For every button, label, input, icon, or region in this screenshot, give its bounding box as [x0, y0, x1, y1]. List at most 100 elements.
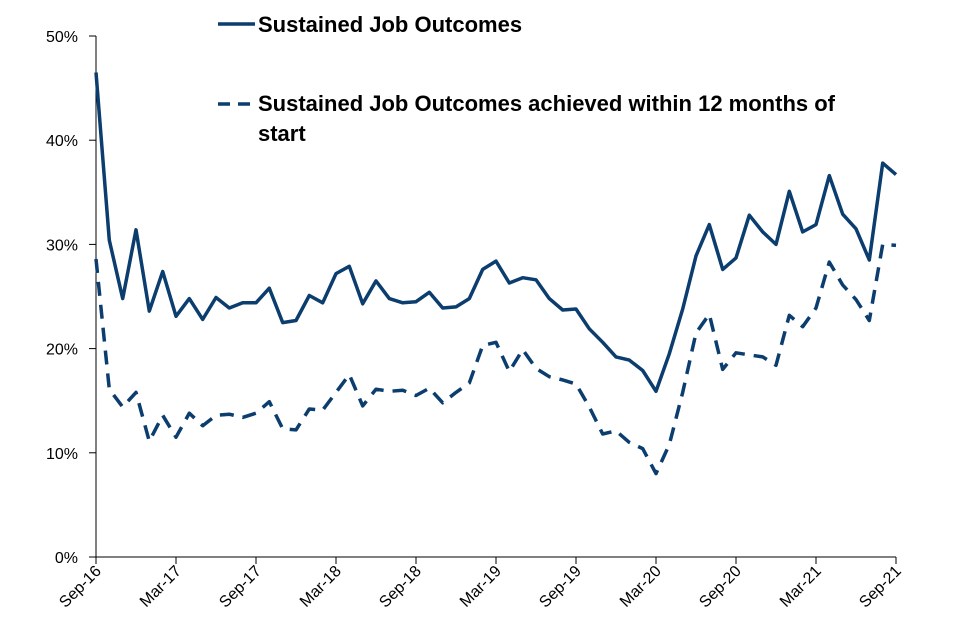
x-tick-label: Sep-21	[856, 563, 905, 612]
data-point	[348, 265, 351, 268]
data-point	[588, 406, 591, 409]
legend-label-line-1: Sustained Job Outcomes achieved within 1…	[258, 91, 836, 116]
data-point	[295, 319, 298, 322]
x-tick-label: Mar-19	[457, 563, 505, 611]
data-point	[748, 214, 751, 217]
data-point	[895, 173, 898, 176]
data-point	[148, 310, 151, 313]
data-point	[481, 344, 484, 347]
data-point	[508, 370, 511, 373]
series-line-within-12-months	[94, 242, 897, 476]
data-point	[228, 413, 231, 416]
data-point	[135, 228, 138, 231]
data-point	[428, 291, 431, 294]
data-point	[215, 414, 218, 417]
data-point	[441, 401, 444, 404]
data-point	[295, 428, 298, 431]
data-point	[801, 230, 804, 233]
data-point	[415, 394, 418, 397]
data-point	[375, 279, 378, 282]
series-line-sustained-job-outcomes	[94, 72, 898, 394]
data-point	[761, 230, 764, 233]
data-point	[828, 261, 831, 264]
x-tick-label: Mar-18	[297, 563, 345, 611]
data-point	[201, 424, 204, 427]
data-point	[455, 391, 458, 394]
data-point	[321, 301, 324, 304]
data-point	[895, 244, 898, 247]
data-point	[815, 307, 818, 310]
data-point	[548, 375, 551, 378]
data-point	[401, 301, 404, 304]
data-point	[775, 243, 778, 246]
data-point	[375, 388, 378, 391]
data-point	[668, 443, 671, 446]
data-point	[788, 314, 791, 317]
data-point	[481, 268, 484, 271]
y-tick-label: 40%	[46, 133, 78, 150]
data-point	[535, 367, 538, 370]
data-point	[588, 327, 591, 330]
data-point	[508, 282, 511, 285]
data-point	[828, 174, 831, 177]
data-point	[695, 254, 698, 257]
data-point	[708, 313, 711, 316]
y-ticks: 0% 10% 20% 30% 40% 50%	[46, 29, 96, 567]
data-point	[308, 294, 311, 297]
data-point	[668, 352, 671, 355]
data-point	[601, 433, 604, 436]
data-point	[495, 341, 498, 344]
data-point	[868, 259, 871, 262]
x-tick-label: Mar-20	[617, 563, 665, 611]
data-point	[575, 308, 578, 311]
data-point	[521, 276, 524, 279]
data-point	[601, 341, 604, 344]
x-axis: Sep-16 Mar-17 Sep-17 Mar-18 Sep-18 Mar-19 Sep-…	[56, 556, 905, 612]
data-point	[628, 441, 631, 444]
data-point	[175, 315, 178, 318]
series-layer	[94, 71, 898, 476]
data-point	[268, 400, 271, 403]
x-tick-label: Sep-20	[696, 563, 745, 612]
data-point	[641, 447, 644, 450]
data-point	[615, 355, 618, 358]
data-point	[255, 301, 258, 304]
data-point	[161, 414, 164, 417]
legend-item-within-12-months: Sustained Job Outcomes achieved within 1…	[218, 91, 841, 146]
data-point	[335, 272, 338, 275]
data-point	[175, 436, 178, 439]
y-tick-label: 20%	[46, 342, 78, 359]
legend-label-within-12-months: Sustained Job Outcomes achieved within 1…	[258, 91, 841, 146]
data-point	[161, 270, 164, 273]
data-point	[95, 258, 98, 261]
data-point	[855, 298, 858, 301]
data-point	[361, 404, 364, 407]
data-point	[468, 382, 471, 385]
y-axis: 0% 10% 20% 30% 40% 50%	[46, 29, 97, 567]
data-point	[95, 71, 98, 74]
data-point	[348, 373, 351, 376]
data-point	[495, 260, 498, 263]
data-point	[655, 390, 658, 393]
data-point	[721, 368, 724, 371]
y-tick-label: 0%	[55, 550, 78, 567]
data-point	[881, 243, 884, 246]
data-point	[735, 256, 738, 259]
data-point	[535, 278, 538, 281]
legend-label-sustained-job-outcomes: Sustained Job Outcomes	[258, 12, 522, 37]
data-point	[708, 223, 711, 226]
data-point	[788, 190, 791, 193]
data-point	[228, 307, 231, 310]
x-tick-label: Sep-18	[376, 563, 425, 612]
data-point	[281, 321, 284, 324]
data-point	[428, 387, 431, 390]
data-point	[121, 297, 124, 300]
data-point	[335, 391, 338, 394]
data-point	[215, 296, 218, 299]
data-point	[201, 318, 204, 321]
data-point	[468, 297, 471, 300]
data-point	[681, 391, 684, 394]
data-point	[721, 268, 724, 271]
data-point	[281, 427, 284, 430]
